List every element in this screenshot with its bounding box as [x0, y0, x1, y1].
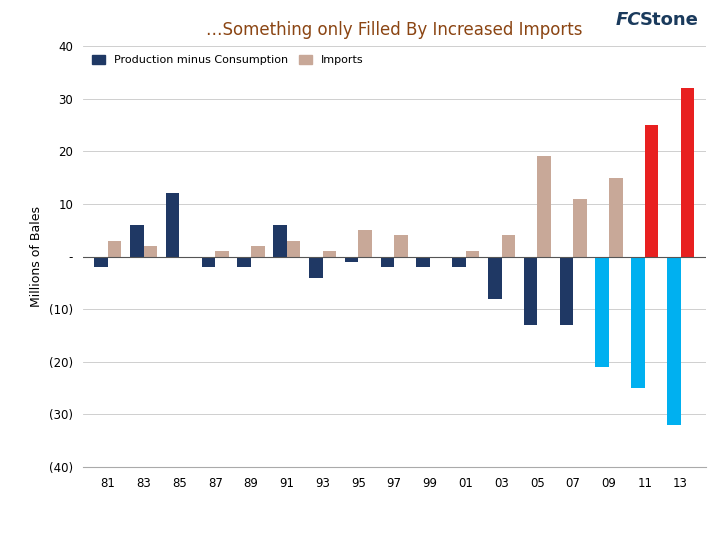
Text: FC: FC — [616, 11, 641, 29]
Bar — [609, 178, 623, 256]
Text: COMMODITY RISK MANAGEMENT: COMMODITY RISK MANAGEMENT — [11, 13, 282, 28]
Bar — [452, 256, 466, 267]
Bar — [130, 225, 144, 256]
Bar — [502, 235, 516, 256]
Bar — [466, 251, 480, 256]
Bar — [273, 225, 287, 256]
Bar — [359, 230, 372, 256]
Bar — [667, 256, 680, 425]
Bar — [287, 241, 300, 256]
Bar — [108, 241, 122, 256]
Bar — [595, 256, 609, 367]
Bar — [166, 193, 179, 256]
Bar — [537, 157, 551, 256]
Legend: Production minus Consumption, Imports: Production minus Consumption, Imports — [89, 51, 367, 69]
Y-axis label: Millions of Bales: Millions of Bales — [30, 206, 43, 307]
Bar — [323, 251, 336, 256]
Bar — [94, 256, 108, 267]
Bar — [345, 256, 359, 262]
Bar — [523, 256, 537, 325]
Bar — [680, 88, 694, 256]
Bar — [395, 235, 408, 256]
Bar — [644, 125, 658, 256]
Bar — [631, 256, 644, 388]
Bar — [144, 246, 157, 256]
Text: Cotton Fundamentals: Cotton Fundamentals — [14, 512, 199, 527]
Bar — [309, 256, 323, 278]
Bar — [381, 256, 395, 267]
Bar — [488, 256, 502, 299]
Bar — [238, 256, 251, 267]
Bar — [215, 251, 229, 256]
Bar — [416, 256, 430, 267]
Title: …Something only Filled By Increased Imports: …Something only Filled By Increased Impo… — [206, 21, 582, 39]
Bar — [251, 246, 265, 256]
Bar — [573, 199, 587, 256]
Bar — [202, 256, 215, 267]
Bar — [559, 256, 573, 325]
Text: Stone: Stone — [639, 11, 698, 29]
